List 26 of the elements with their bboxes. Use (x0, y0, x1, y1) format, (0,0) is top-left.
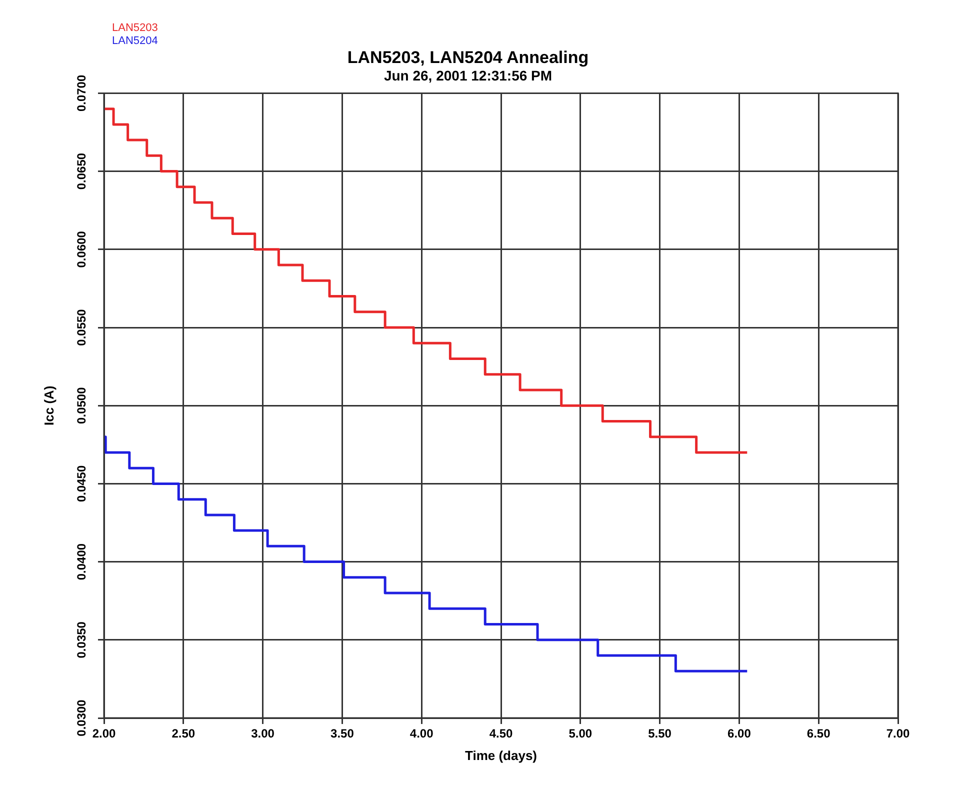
y-tick-label: 0.0500 (74, 386, 88, 424)
x-tick-label: 4.50 (489, 726, 513, 741)
x-tick-label: 4.00 (410, 726, 434, 741)
x-tick-label: 2.50 (172, 726, 196, 741)
x-tick-label: 7.00 (886, 726, 910, 741)
x-tick-label: 6.50 (806, 726, 831, 741)
x-tick-label: 6.00 (728, 726, 752, 741)
chart-subtitle: Jun 26, 2001 12:31:56 PM (384, 68, 552, 84)
x-tick-label: 2.00 (92, 726, 116, 741)
x-tick-label: 5.00 (568, 726, 592, 741)
x-axis-title: Time (days) (464, 748, 538, 763)
y-tick-label: 0.0700 (74, 74, 88, 112)
y-tick-label: 0.0650 (74, 152, 88, 190)
x-tick-label: 5.50 (648, 726, 672, 741)
text: LAN5204 (112, 35, 158, 48)
y-tick-label: 0.0550 (74, 308, 88, 346)
x-tick-label: 3.50 (330, 726, 354, 741)
y-tick-label: 0.0600 (74, 230, 88, 268)
chart-title: LAN5203, LAN5204 Annealing (347, 48, 589, 67)
text: LAN5203 (112, 22, 158, 35)
y-tick-label: 0.0300 (74, 699, 88, 736)
y-tick-label: 0.0450 (74, 465, 88, 502)
y-axis-title: Icc (A) (41, 386, 56, 426)
y-tick-label: 0.0350 (74, 621, 88, 658)
x-tick-label: 3.00 (251, 726, 275, 741)
y-tick-label: 0.0400 (74, 543, 88, 580)
